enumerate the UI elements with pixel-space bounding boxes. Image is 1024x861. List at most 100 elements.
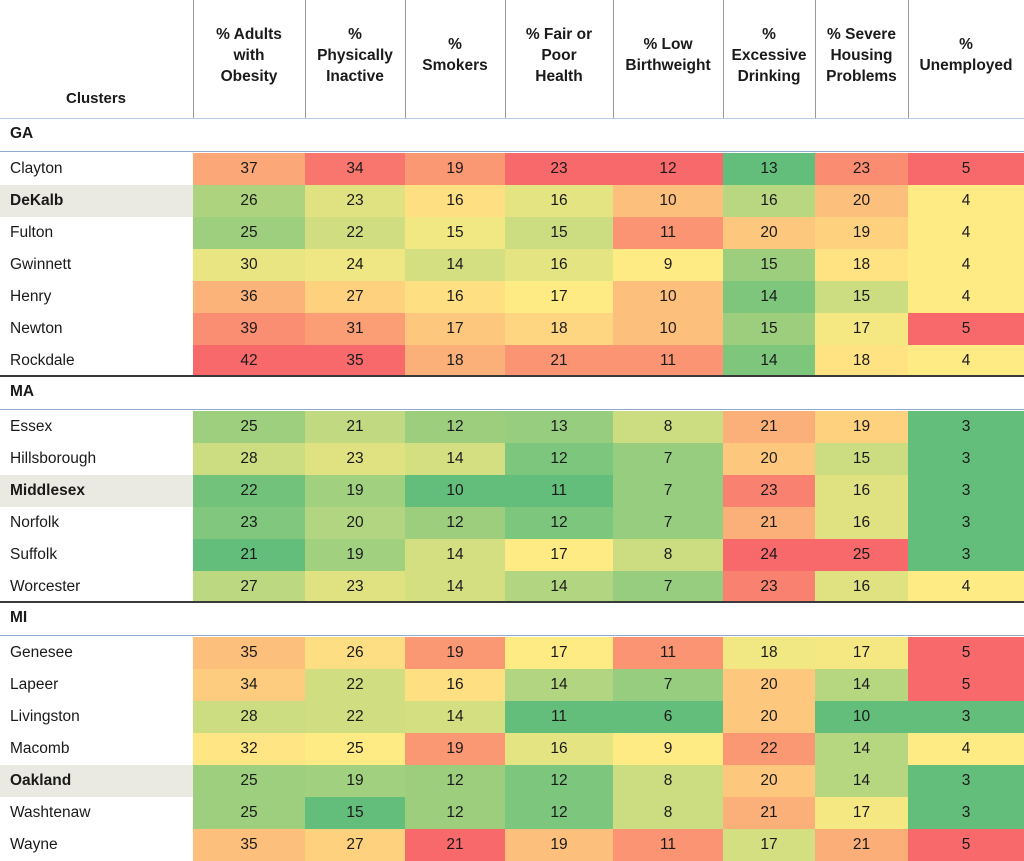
heatmap-cell: 4 bbox=[908, 217, 1024, 249]
row-label: Middlesex bbox=[0, 475, 193, 507]
row-label: Lapeer bbox=[10, 676, 59, 693]
heatmap-cell: 14 bbox=[505, 669, 613, 701]
header-bottom-rule bbox=[0, 118, 1024, 119]
column-divider bbox=[193, 0, 194, 118]
heatmap-cell: 31 bbox=[305, 313, 405, 345]
heatmap-cell: 12 bbox=[505, 507, 613, 539]
heatmap-cell: 9 bbox=[613, 733, 723, 765]
heatmap-cell: 8 bbox=[613, 539, 723, 571]
heatmap-cell: 13 bbox=[505, 411, 613, 443]
heatmap-cell: 23 bbox=[505, 153, 613, 185]
heatmap-cell: 7 bbox=[613, 669, 723, 701]
column-divider bbox=[723, 0, 724, 118]
heatmap-cell: 16 bbox=[815, 475, 908, 507]
column-header: % Fair or Poor Health bbox=[525, 25, 593, 85]
heatmap-cell: 22 bbox=[305, 701, 405, 733]
heatmap-cell: 3 bbox=[908, 411, 1024, 443]
heatmap-cell: 4 bbox=[908, 281, 1024, 313]
heatmap-cell: 18 bbox=[815, 249, 908, 281]
column-divider bbox=[305, 0, 306, 118]
heatmap-cell: 23 bbox=[305, 571, 405, 603]
heatmap-cell: 23 bbox=[723, 571, 815, 603]
heatmap-cell: 3 bbox=[908, 539, 1024, 571]
heatmap-cell: 21 bbox=[305, 411, 405, 443]
heatmap-cell: 3 bbox=[908, 797, 1024, 829]
row-label: Norfolk bbox=[10, 514, 60, 531]
heatmap-cell: 42 bbox=[193, 345, 305, 377]
heatmap-cell: 17 bbox=[815, 797, 908, 829]
column-header: % Severe Housing Problems bbox=[826, 25, 897, 85]
heatmap-cell: 11 bbox=[613, 829, 723, 861]
heatmap-cell: 20 bbox=[305, 507, 405, 539]
heatmap-cell: 7 bbox=[613, 571, 723, 603]
heatmap-cell: 12 bbox=[613, 153, 723, 185]
heatmap-cell: 7 bbox=[613, 507, 723, 539]
heatmap-cell: 7 bbox=[613, 443, 723, 475]
heatmap-cell: 15 bbox=[723, 313, 815, 345]
heatmap-cell: 25 bbox=[193, 411, 305, 443]
heatmap-cell: 35 bbox=[193, 637, 305, 669]
heatmap-cell: 17 bbox=[505, 281, 613, 313]
heatmap-cell: 4 bbox=[908, 249, 1024, 281]
group-label: GA bbox=[10, 125, 34, 142]
heatmap-cell: 12 bbox=[505, 797, 613, 829]
heatmap-cell: 16 bbox=[815, 571, 908, 603]
heatmap-cell: 14 bbox=[815, 765, 908, 797]
heatmap-cell: 19 bbox=[815, 217, 908, 249]
heatmap-cell: 26 bbox=[305, 637, 405, 669]
heatmap-cell: 11 bbox=[505, 701, 613, 733]
group-rule bbox=[0, 635, 1024, 636]
group-rule bbox=[0, 409, 1024, 410]
heatmap-cell: 10 bbox=[613, 313, 723, 345]
row-label: Rockdale bbox=[10, 352, 75, 369]
group-top-rule bbox=[0, 601, 1024, 603]
row-label: Suffolk bbox=[10, 546, 58, 563]
heatmap-cell: 12 bbox=[405, 797, 505, 829]
row-label: Washtenaw bbox=[10, 804, 91, 821]
column-header: % Low Birthweight bbox=[625, 36, 711, 74]
heatmap-cell: 25 bbox=[305, 733, 405, 765]
heatmap-cell: 18 bbox=[815, 345, 908, 377]
column-header: % Physically Inactive bbox=[317, 25, 393, 85]
heatmap-cell: 16 bbox=[505, 249, 613, 281]
row-label: Worcester bbox=[10, 578, 81, 595]
heatmap-cell: 27 bbox=[305, 281, 405, 313]
heatmap-cell: 12 bbox=[505, 443, 613, 475]
heatmap-cell: 23 bbox=[193, 507, 305, 539]
heatmap-cell: 23 bbox=[305, 185, 405, 217]
heatmap-cell: 14 bbox=[723, 345, 815, 377]
heatmap-cell: 20 bbox=[723, 217, 815, 249]
heatmap-cell: 4 bbox=[908, 733, 1024, 765]
heatmap-cell: 19 bbox=[505, 829, 613, 861]
column-header: % Adults with Obesity bbox=[216, 25, 282, 85]
row-label: Henry bbox=[10, 288, 52, 305]
heatmap-cell: 24 bbox=[305, 249, 405, 281]
heatmap-cell: 5 bbox=[908, 669, 1024, 701]
heatmap-cell: 16 bbox=[505, 733, 613, 765]
heatmap-cell: 22 bbox=[305, 669, 405, 701]
heatmap-cell: 19 bbox=[305, 765, 405, 797]
heatmap-cell: 4 bbox=[908, 185, 1024, 217]
heatmap-cell: 25 bbox=[193, 797, 305, 829]
heatmap-cell: 15 bbox=[815, 443, 908, 475]
heatmap-cell: 3 bbox=[908, 701, 1024, 733]
heatmap-cell: 10 bbox=[613, 185, 723, 217]
group-label: MI bbox=[10, 609, 28, 626]
row-label: Newton bbox=[10, 320, 63, 337]
heatmap-cell: 20 bbox=[723, 701, 815, 733]
heatmap-cell: 34 bbox=[193, 669, 305, 701]
heatmap-cell: 28 bbox=[193, 701, 305, 733]
heatmap-cell: 37 bbox=[193, 153, 305, 185]
heatmap-cell: 23 bbox=[815, 153, 908, 185]
row-label: Wayne bbox=[10, 836, 58, 853]
row-label: Genesee bbox=[10, 644, 73, 661]
heatmap-cell: 5 bbox=[908, 153, 1024, 185]
column-divider bbox=[405, 0, 406, 118]
heatmap-cell: 22 bbox=[723, 733, 815, 765]
row-label: Gwinnett bbox=[10, 256, 72, 273]
row-label: Macomb bbox=[10, 740, 70, 757]
group-rule bbox=[0, 151, 1024, 152]
row-label: Livingston bbox=[10, 708, 80, 725]
heatmap-cell: 15 bbox=[723, 249, 815, 281]
heatmap-cell: 18 bbox=[723, 637, 815, 669]
